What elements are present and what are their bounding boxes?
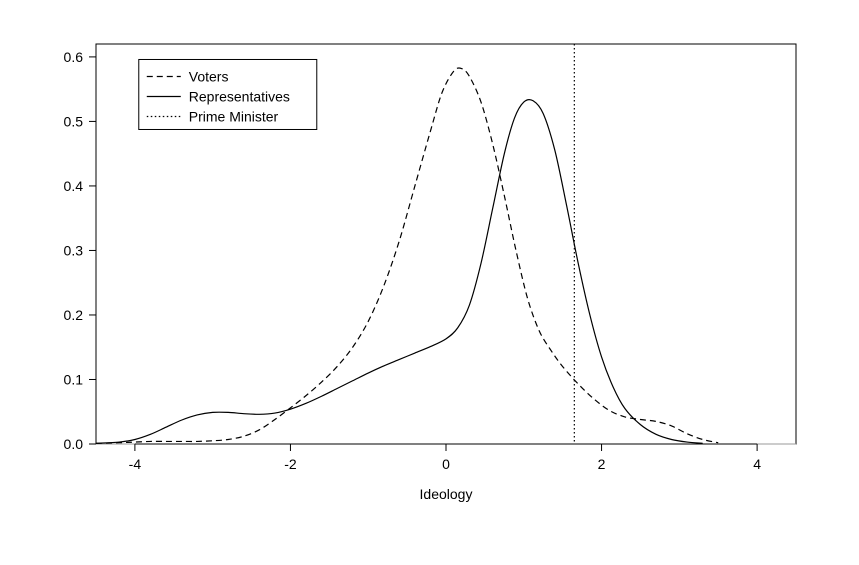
y-tick-label: 0.6 [64, 49, 84, 65]
legend-label: Voters [189, 68, 229, 84]
x-tick-label: 0 [442, 456, 450, 472]
density-chart: -4 -2 0 2 4 Ideology 0.0 0.1 0.2 0.3 0.4 0.5 0.6 Vote… [0, 0, 859, 565]
y-tick-label: 0.4 [64, 178, 84, 194]
x-tick-label: 4 [753, 456, 761, 472]
chart-svg: -4 -2 0 2 4 Ideology 0.0 0.1 0.2 0.3 0.4 0.5 0.6 Vote… [0, 0, 859, 565]
y-tick-label: 0.2 [64, 307, 84, 323]
y-tick-label: 0.5 [64, 113, 84, 129]
x-axis-title: Ideology [420, 486, 473, 502]
x-tick-label: 2 [598, 456, 606, 472]
y-tick-label: 0.1 [64, 371, 84, 387]
y-tick-label: 0.0 [64, 436, 84, 452]
x-tick-label: -4 [129, 456, 142, 472]
x-tick-label: -2 [284, 456, 297, 472]
y-tick-label: 0.3 [64, 242, 84, 258]
legend-label: Representatives [189, 88, 290, 104]
legend-label: Prime Minister [189, 108, 279, 124]
series-representatives [96, 100, 703, 444]
